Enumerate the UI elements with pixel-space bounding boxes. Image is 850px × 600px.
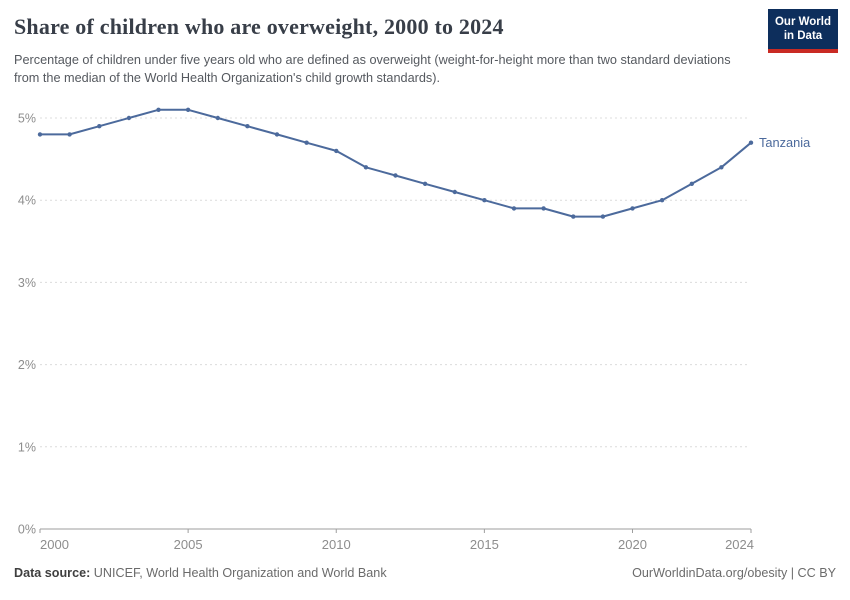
- owid-logo-line2: in Data: [783, 30, 823, 43]
- data-source: Data source: UNICEF, World Health Organi…: [14, 566, 387, 580]
- y-axis-label: 5%: [18, 112, 36, 126]
- chart-footer: Data source: UNICEF, World Health Organi…: [14, 566, 836, 580]
- x-axis-label: 2000: [40, 537, 69, 552]
- data-point[interactable]: [334, 148, 339, 154]
- data-point[interactable]: [452, 189, 457, 195]
- data-point[interactable]: [511, 206, 517, 211]
- data-point[interactable]: [185, 107, 191, 112]
- series-end-label[interactable]: Tanzania: [759, 135, 811, 150]
- x-axis-label: 2010: [322, 537, 351, 552]
- data-point[interactable]: [600, 214, 606, 219]
- data-point[interactable]: [659, 198, 665, 203]
- line-chart[interactable]: 0% 1% 2% 3% 4% 5% 2000 2005 2010 2015 2020 2024 Tanz…: [0, 95, 850, 565]
- data-point[interactable]: [67, 132, 72, 137]
- data-point[interactable]: [571, 214, 576, 219]
- data-point[interactable]: [363, 165, 369, 170]
- page-title: Share of children who are overweight, 20…: [14, 14, 504, 39]
- data-point[interactable]: [422, 181, 428, 186]
- attribution-link[interactable]: OurWorldinData.org/obesity | CC BY: [632, 566, 836, 580]
- y-axis-label: 3%: [18, 276, 36, 290]
- data-point[interactable]: [245, 124, 250, 129]
- data-point[interactable]: [215, 115, 220, 121]
- data-point[interactable]: [126, 115, 132, 121]
- chart-subtitle: Percentage of children under five years …: [14, 53, 731, 85]
- data-point[interactable]: [482, 198, 487, 203]
- owid-logo-box: Our World in Data: [768, 9, 838, 53]
- y-axis-label: 1%: [18, 440, 36, 454]
- x-axis-label: 2020: [618, 537, 647, 552]
- y-axis-label: 4%: [18, 194, 36, 208]
- y-axis-label: 0%: [18, 523, 36, 537]
- data-point[interactable]: [630, 206, 635, 211]
- data-point[interactable]: [393, 173, 398, 178]
- data-point[interactable]: [274, 132, 280, 137]
- data-point[interactable]: [97, 124, 102, 129]
- data-point[interactable]: [156, 107, 161, 112]
- data-point[interactable]: [748, 140, 754, 145]
- data-point[interactable]: [37, 132, 43, 137]
- data-point[interactable]: [689, 181, 694, 186]
- owid-logo-line1: Our World: [774, 16, 831, 28]
- data-source-text: UNICEF, World Health Organization and Wo…: [90, 566, 387, 580]
- owid-logo[interactable]: Our World in Data: [768, 9, 838, 53]
- data-point[interactable]: [719, 165, 724, 170]
- x-axis-label: 2024: [725, 537, 754, 552]
- data-point[interactable]: [541, 206, 546, 211]
- x-axis-label: 2015: [470, 537, 499, 552]
- x-axis-label: 2005: [174, 537, 203, 552]
- y-axis-label: 2%: [18, 358, 36, 372]
- data-source-label: Data source:: [14, 566, 91, 580]
- data-point[interactable]: [304, 140, 309, 145]
